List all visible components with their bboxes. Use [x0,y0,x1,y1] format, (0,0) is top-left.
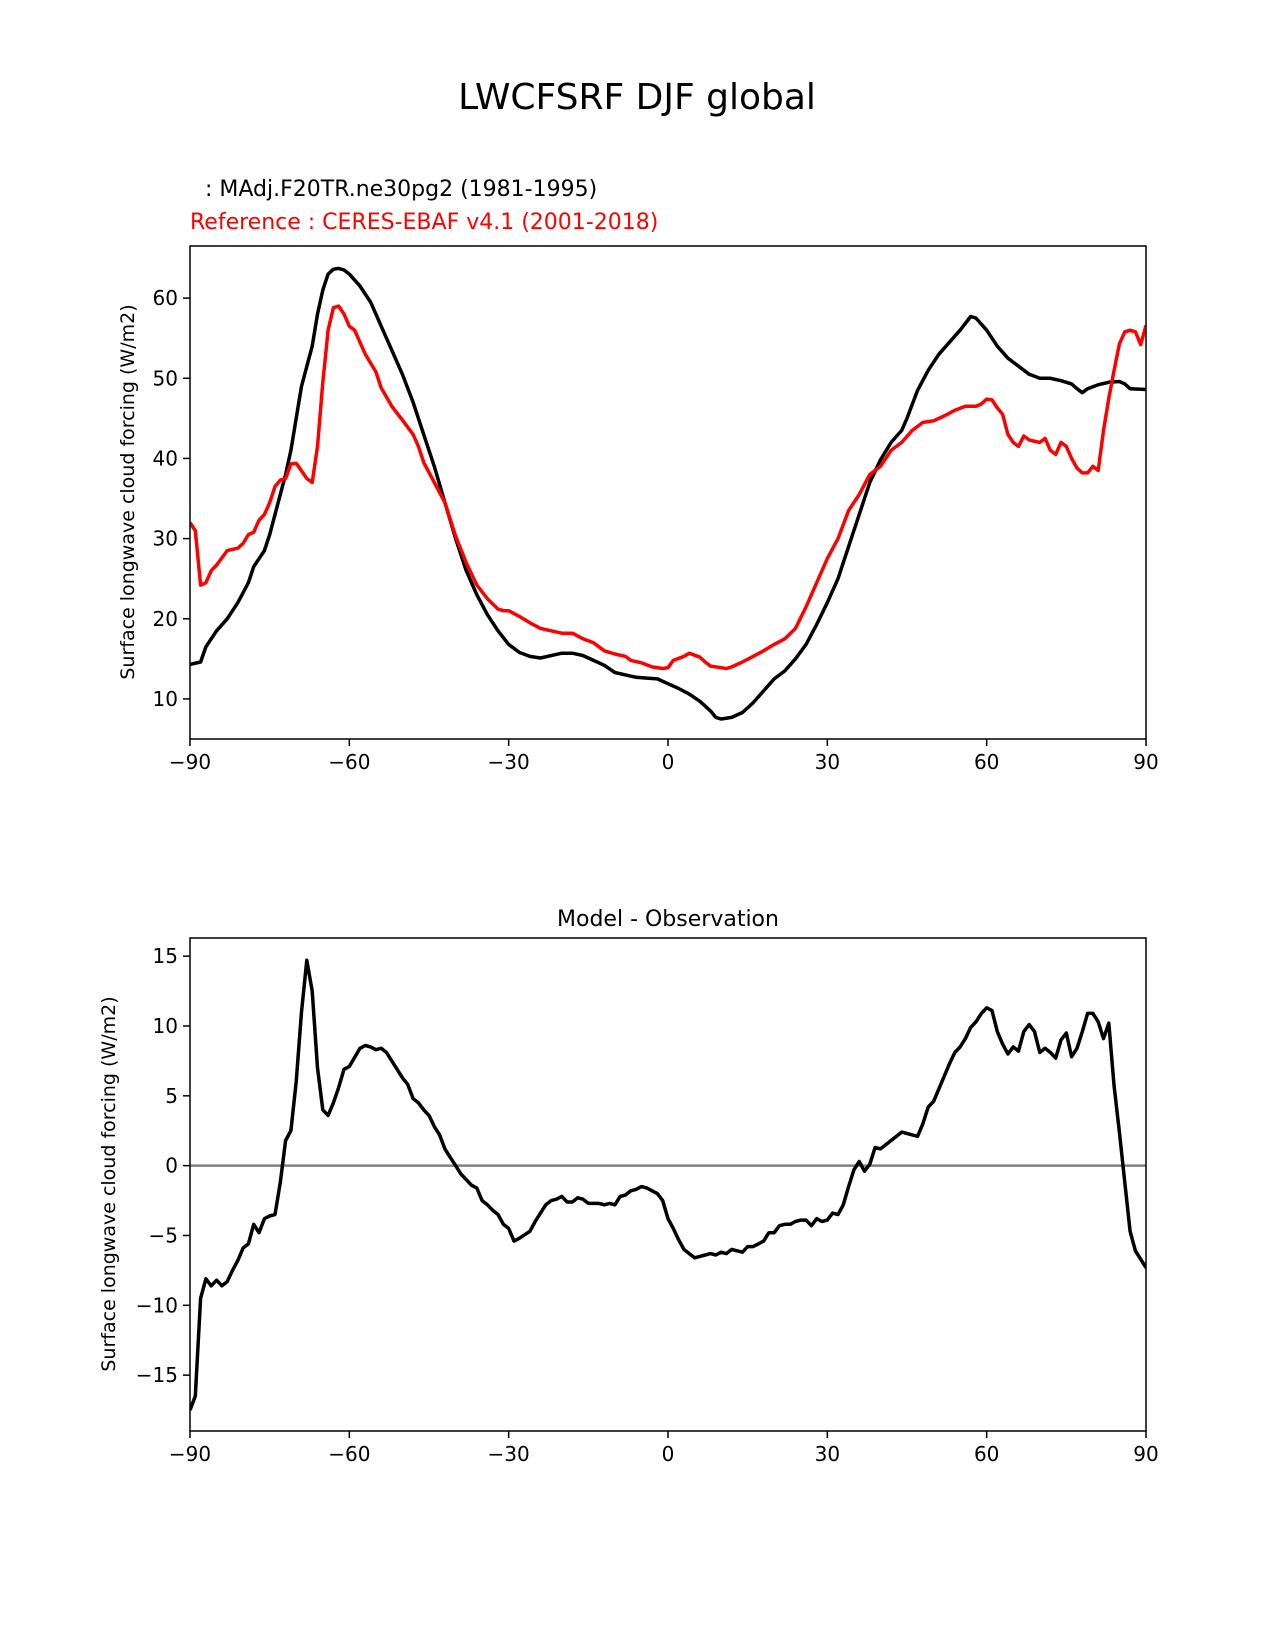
bottom-axes-frame [189,937,1147,1432]
bottom-series-difference-line [190,958,1146,1411]
bottom-series-layer [190,958,1146,1411]
top-xtick-label: −90 [169,750,211,774]
bottom-ytick-label: −5 [149,1223,178,1247]
top-xtick-label: 60 [974,750,999,774]
top-ticks-layer: −90 −60 −30 0 30 60 90 10 20 30 40 50 60 [153,286,1159,774]
bottom-panel: Model - Observation Surface longwave clo… [98,907,1159,1466]
top-series-layer [190,266,1146,721]
top-ytick-label: 30 [153,527,178,551]
figure-suptitle: LWCFSRF DJF global [458,77,816,118]
top-ytick-label: 20 [153,607,178,631]
bottom-xtick-label: 90 [1133,1442,1158,1466]
test-label: : MAdj.F20TR.ne30pg2 (1981-1995) [205,177,597,202]
top-ytick-label: 10 [153,687,178,711]
top-xtick-label: 30 [815,750,840,774]
top-xtick-label: −30 [488,750,530,774]
bottom-ytick-label: 5 [165,1084,178,1108]
bottom-ytick-label: 0 [165,1154,178,1178]
bottom-xtick-label: 0 [662,1442,675,1466]
top-xtick-label: 0 [662,750,675,774]
bottom-ytick-label: 10 [153,1014,178,1038]
top-xtick-label: −60 [328,750,370,774]
bottom-ylabel: Surface longwave cloud forcing (W/m2) [98,996,120,1371]
top-plot-area [190,266,1146,721]
bottom-ytick-label: −10 [136,1293,178,1317]
top-ytick-label: 60 [153,286,178,310]
bottom-xtick-label: −30 [488,1442,530,1466]
bottom-plot-area [190,958,1146,1411]
top-series-test-line [190,266,1146,721]
bottom-title: Model - Observation [557,907,779,932]
top-xtick-label: 90 [1133,750,1158,774]
bottom-xtick-label: 60 [974,1442,999,1466]
top-ytick-label: 40 [153,446,178,470]
bottom-ticks-layer: −90 −60 −30 0 30 60 90 −15 −10 −5 0 5 10 15 [136,944,1159,1466]
top-ylabel: Surface longwave cloud forcing (W/m2) [117,304,139,679]
bottom-xtick-label: 30 [815,1442,840,1466]
top-axes-frame [189,245,1147,740]
bottom-xtick-label: −90 [169,1442,211,1466]
bottom-xtick-label: −60 [328,1442,370,1466]
bottom-ytick-label: 15 [153,944,178,968]
top-ytick-label: 50 [153,366,178,390]
top-panel: : MAdj.F20TR.ne30pg2 (1981-1995) Referen… [117,177,1159,774]
top-series-reference-line [190,304,1146,671]
bottom-ytick-label: −15 [136,1363,178,1387]
reference-label: Reference : CERES-EBAF v4.1 (2001-2018) [190,210,658,235]
